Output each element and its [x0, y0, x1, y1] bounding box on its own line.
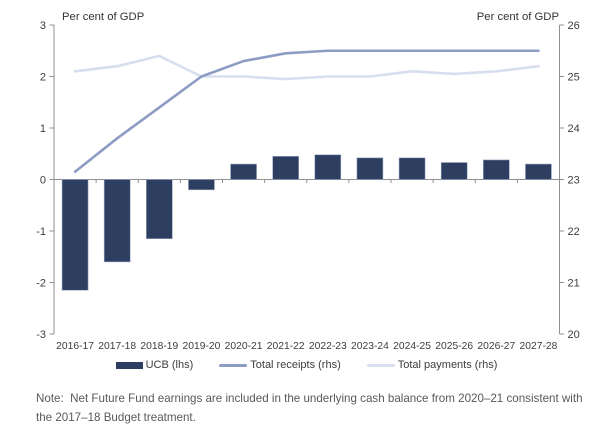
left-axis-tick-label: 3 — [40, 20, 46, 32]
note-text: Note: Net Future Fund earnings are inclu… — [36, 392, 586, 424]
right-axis-tick-label: 21 — [568, 278, 580, 290]
left-axis-tick-label: -3 — [36, 329, 46, 341]
legend-item-total-payments: Total payments (rhs) — [366, 359, 498, 371]
category-label: 2026-27 — [477, 341, 515, 352]
bar-2027-28 — [525, 163, 552, 180]
receipts-line-swatch — [219, 363, 248, 367]
category-label: 2017-18 — [98, 341, 136, 352]
category-label: 2025-26 — [435, 341, 473, 352]
right-axis-tick-label: 26 — [568, 20, 580, 32]
right-axis-tick-label: 24 — [568, 123, 580, 135]
bar-2021-22 — [272, 156, 299, 180]
left-axis-tick-label: 1 — [40, 123, 46, 135]
category-label: 2021-22 — [267, 341, 305, 352]
bar-2025-26 — [440, 162, 468, 180]
category-label: 2018-19 — [140, 341, 178, 352]
legend-item-ucb: UCB (lhs) — [115, 359, 194, 371]
left-axis-title: Per cent of GDP — [62, 11, 144, 23]
left-axis-tick-label: 2 — [40, 72, 46, 84]
bar-2024-25 — [398, 157, 426, 180]
right-axis-title: Per cent of GDP — [477, 11, 559, 23]
category-label: 2023-24 — [351, 341, 389, 352]
category-label: 2016-17 — [56, 341, 94, 352]
legend-label-ucb: UCB (lhs) — [145, 359, 194, 371]
category-label: 2024-25 — [393, 341, 431, 352]
bar-2020-21 — [230, 163, 257, 180]
right-axis-tick-label: 20 — [568, 329, 580, 341]
legend: UCB (lhs) Total receipts (rhs) Total pay… — [0, 357, 613, 373]
bar-2019-20 — [188, 179, 215, 191]
bar-2018-19 — [146, 179, 173, 240]
chart-area: Per cent of GDP Per cent of GDP 3 2 1 0 -1 -2 -3… — [36, 11, 580, 352]
left-axis-tick-label: -2 — [36, 278, 46, 290]
payments-line-swatch — [366, 363, 395, 367]
right-axis-tick-label: 23 — [568, 175, 580, 187]
ucb-bar-swatch — [115, 361, 143, 369]
bar-2026-27 — [483, 159, 510, 180]
line-total-payments-rhs- — [73, 54, 540, 81]
category-label: 2019-20 — [183, 341, 221, 352]
legend-item-total-receipts: Total receipts (rhs) — [219, 359, 341, 371]
category-label: 2020-21 — [225, 341, 263, 352]
right-axis-tick-label: 22 — [568, 226, 580, 238]
bar-2017-18 — [103, 179, 131, 263]
legend-label-total-payments: Total payments (rhs) — [397, 359, 498, 371]
legend-label-total-receipts: Total receipts (rhs) — [250, 359, 341, 371]
right-axis-tick-label: 25 — [568, 72, 580, 84]
line-total-receipts-rhs- — [73, 49, 540, 174]
bar-2016-17 — [61, 179, 89, 291]
bar-2023-24 — [356, 157, 384, 180]
category-label: 2027-28 — [520, 341, 558, 352]
bar-2022-23 — [314, 154, 342, 180]
left-axis-tick-label: -1 — [36, 226, 46, 238]
chart-canvas: Per cent of GDP Per cent of GDP3210-1-2-3… — [36, 11, 580, 352]
left-axis-tick-label: 0 — [40, 175, 46, 187]
category-label: 2022-23 — [309, 341, 347, 352]
